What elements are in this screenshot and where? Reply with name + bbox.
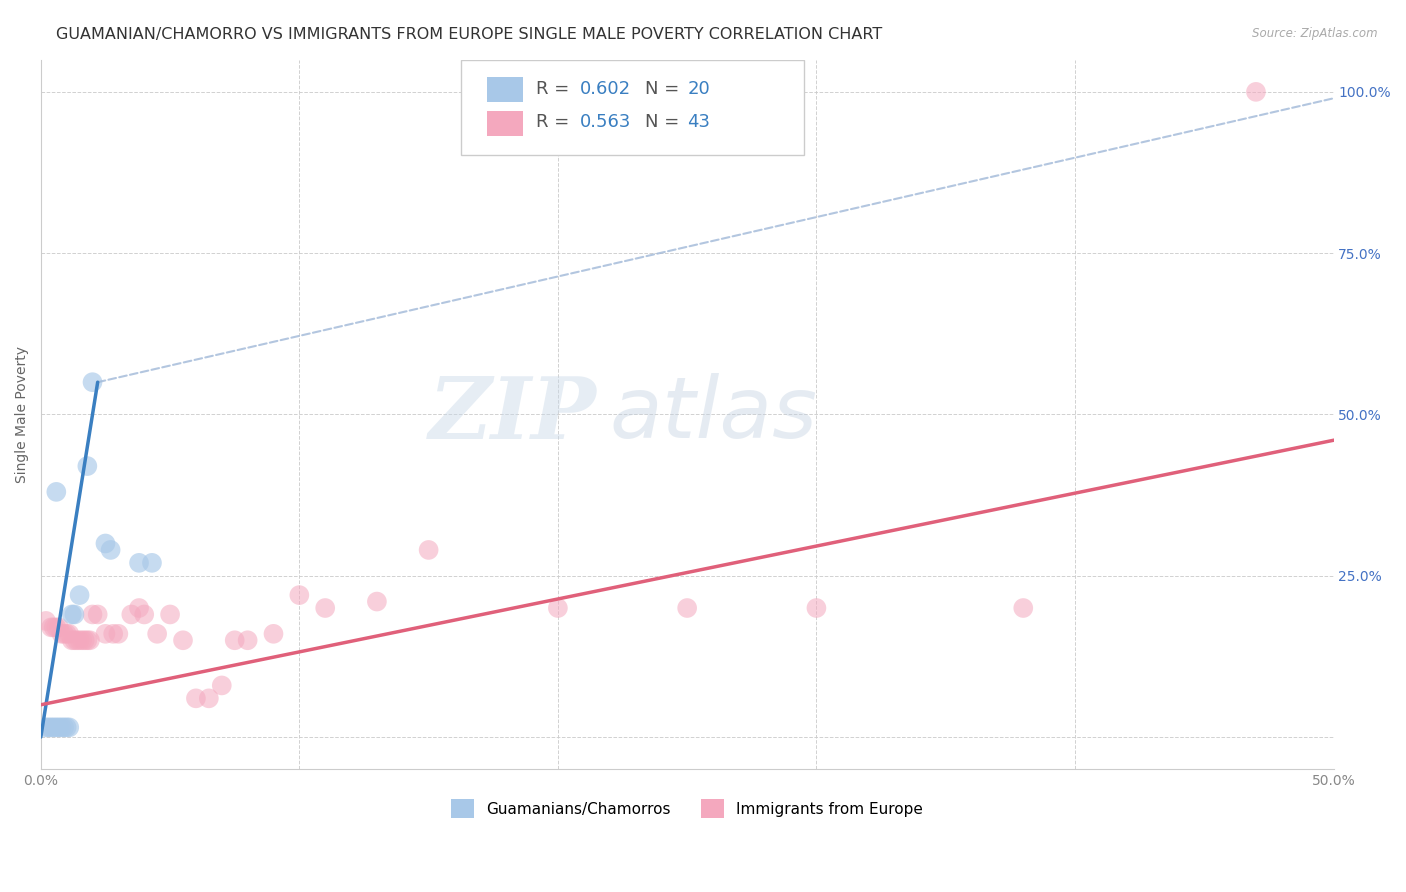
Point: [55, 627, 77, 641]
Text: R =: R =: [536, 80, 575, 98]
Point: [53, 720, 76, 734]
Point: [60, 607, 83, 622]
Text: 43: 43: [688, 113, 710, 131]
Text: 0.602: 0.602: [579, 80, 631, 98]
Point: [63, 607, 86, 622]
Point: [35, 614, 58, 628]
Point: [66, 633, 89, 648]
Point: [676, 601, 699, 615]
Text: N =: N =: [644, 80, 685, 98]
Point: [39, 720, 62, 734]
Text: Source: ZipAtlas.com: Source: ZipAtlas.com: [1253, 27, 1378, 40]
Point: [69, 588, 91, 602]
Y-axis label: Single Male Poverty: Single Male Poverty: [15, 346, 30, 483]
Point: [45, 720, 67, 734]
Point: [184, 691, 207, 706]
Point: [86, 607, 108, 622]
Legend: Guamanians/Chamorros, Immigrants from Europe: Guamanians/Chamorros, Immigrants from Eu…: [443, 791, 931, 825]
Point: [51, 627, 73, 641]
Point: [263, 627, 285, 641]
Point: [58, 720, 80, 734]
Point: [42, 620, 65, 634]
Text: R =: R =: [536, 113, 575, 131]
Text: 20: 20: [688, 80, 710, 98]
Text: GUAMANIAN/CHAMORRO VS IMMIGRANTS FROM EUROPE SINGLE MALE POVERTY CORRELATION CHA: GUAMANIAN/CHAMORRO VS IMMIGRANTS FROM EU…: [56, 27, 883, 42]
Point: [128, 601, 150, 615]
Point: [94, 536, 117, 550]
Point: [806, 601, 828, 615]
Point: [48, 720, 70, 734]
Point: [60, 633, 83, 648]
Point: [418, 543, 440, 558]
Text: N =: N =: [644, 113, 685, 131]
Point: [94, 627, 117, 641]
Point: [35, 720, 58, 734]
Text: atlas: atlas: [610, 373, 818, 456]
Point: [63, 633, 86, 648]
Point: [58, 627, 80, 641]
Point: [120, 607, 142, 622]
Point: [76, 458, 98, 473]
Text: 0.563: 0.563: [579, 113, 631, 131]
Point: [82, 375, 104, 389]
Point: [69, 633, 91, 648]
Point: [134, 607, 156, 622]
Point: [288, 588, 311, 602]
Point: [141, 556, 163, 570]
Point: [48, 620, 70, 634]
Point: [159, 607, 181, 622]
Point: [172, 633, 194, 648]
Point: [45, 484, 67, 499]
FancyBboxPatch shape: [486, 111, 523, 136]
Point: [73, 633, 96, 648]
Point: [38, 720, 60, 734]
Point: [53, 627, 76, 641]
Point: [107, 627, 129, 641]
Point: [45, 620, 67, 634]
Point: [314, 601, 336, 615]
Point: [1012, 601, 1035, 615]
Point: [547, 601, 569, 615]
Point: [211, 678, 233, 692]
Point: [128, 556, 150, 570]
Point: [103, 627, 125, 641]
Point: [55, 720, 77, 734]
Point: [236, 633, 259, 648]
Point: [224, 633, 246, 648]
Point: [146, 627, 169, 641]
Point: [100, 543, 122, 558]
Point: [42, 720, 65, 734]
Point: [76, 633, 98, 648]
Point: [366, 594, 388, 608]
Point: [82, 607, 104, 622]
FancyBboxPatch shape: [461, 60, 803, 155]
FancyBboxPatch shape: [486, 78, 523, 103]
Point: [70, 633, 93, 648]
Point: [79, 633, 101, 648]
Text: ZIP: ZIP: [429, 373, 596, 456]
Point: [1244, 85, 1267, 99]
Point: [39, 620, 62, 634]
Point: [198, 691, 221, 706]
Point: [51, 720, 73, 734]
